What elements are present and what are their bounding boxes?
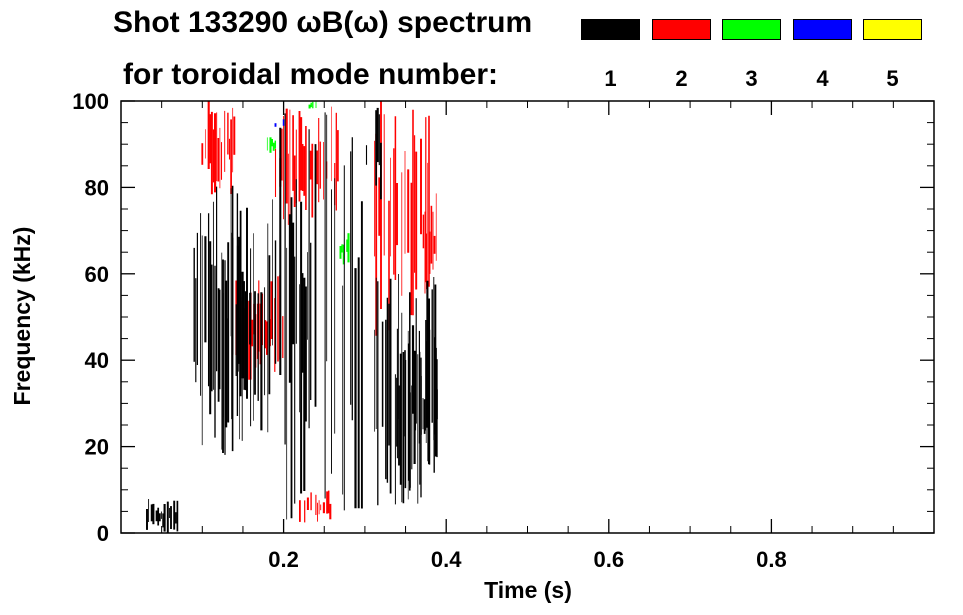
legend-label-5: 5	[886, 66, 899, 91]
x-axis-label: Time (s)	[484, 577, 572, 603]
mode-3-region-0	[339, 233, 350, 265]
legend-label-3: 3	[745, 66, 758, 91]
mode-2-region-4	[374, 101, 430, 336]
spectrum-data	[146, 101, 438, 533]
legend-swatch-2	[652, 19, 711, 40]
y-tick-label: 100	[72, 89, 109, 114]
legend-swatch-1	[581, 19, 640, 40]
mode-1-region-1	[193, 185, 273, 453]
legend-label-2: 2	[675, 66, 688, 91]
mode-1-region-0	[146, 499, 179, 533]
mode-2-region-3	[298, 490, 332, 523]
mode-3-region-2	[266, 137, 277, 153]
y-tick-label: 60	[85, 262, 109, 287]
mode-2-region-0	[201, 101, 236, 195]
legend-swatch-4	[793, 19, 852, 40]
mode-1-region-2	[217, 232, 252, 455]
y-axis-label: Frequency (kHz)	[9, 227, 35, 406]
x-tick-label: 0.8	[756, 547, 787, 572]
x-tick-label: 0.4	[431, 547, 462, 572]
mode-1-region-3	[274, 112, 363, 520]
x-tick-label: 0.2	[268, 547, 299, 572]
mode-2-region-5	[422, 193, 437, 294]
chart-title-line-2: for toroidal mode number:	[123, 58, 498, 91]
y-tick-label: 40	[85, 348, 109, 373]
axes: 0 20 40 60 80 100 0.2 0.4 0.6 0.8	[72, 89, 935, 572]
y-tick-label: 20	[85, 435, 109, 460]
y-tick-label: 0	[97, 521, 109, 546]
legend-swatch-5	[863, 19, 922, 40]
x-tick-label: 0.6	[594, 547, 625, 572]
legend-label-1: 1	[604, 66, 617, 91]
mode-3-region-1	[308, 101, 317, 109]
mode-1-region-4	[365, 107, 382, 200]
mode-4-region-0	[274, 119, 285, 127]
y-tick-label: 80	[85, 175, 109, 200]
legend-label-4: 4	[816, 66, 829, 91]
legend-swatch-3	[722, 19, 781, 40]
mode-1-region-6	[396, 327, 438, 489]
chart-title-line-1: Shot 133290 ωB(ω) spectrum	[113, 6, 533, 39]
